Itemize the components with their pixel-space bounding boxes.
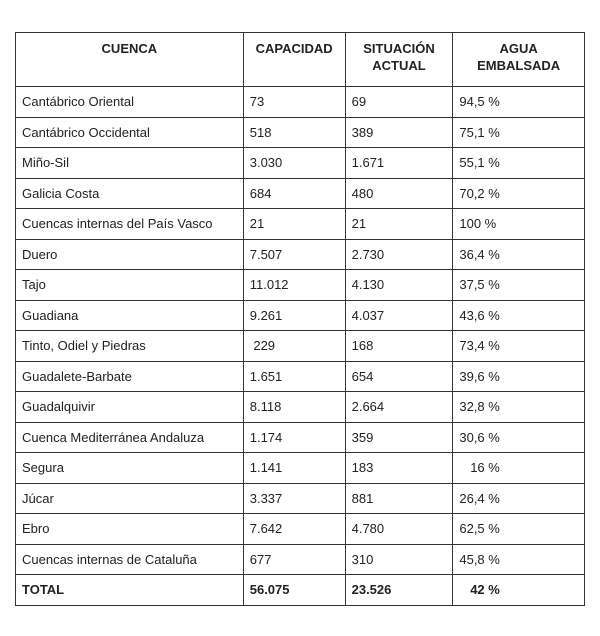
cuenca-cell: Galicia Costa (15, 177, 244, 209)
table-row: Duero 7.507 2.730 36,4 % (15, 238, 585, 270)
capacidad-cell: 56.075 (242, 574, 346, 606)
header-situacion-actual: SITUACIÓN ACTUAL (344, 32, 454, 87)
agua-embalsada-cell: 32,8 % (452, 391, 585, 423)
capacidad-cell: 7.507 (242, 238, 346, 270)
header-cuenca: CUENCA (15, 32, 244, 87)
agua-embalsada-cell: 16 % (452, 452, 585, 484)
agua-embalsada-cell: 62,5 % (452, 513, 585, 545)
agua-embalsada-cell: 26,4 % (452, 482, 585, 514)
situacion-cell: 1.671 (344, 147, 454, 179)
reservoir-table: CUENCA CAPACIDAD SITUACIÓN ACTUAL AGUA E… (15, 32, 585, 606)
table-row: Guadiana 9.261 4.037 43,6 % (15, 299, 585, 331)
situacion-cell: 389 (344, 116, 454, 148)
cuenca-cell: Tajo (15, 269, 244, 301)
capacidad-cell: 73 (242, 86, 346, 118)
situacion-cell: 4.037 (344, 299, 454, 331)
capacidad-cell: 7.642 (242, 513, 346, 545)
agua-embalsada-cell: 45,8 % (452, 543, 585, 575)
capacidad-cell: 21 (242, 208, 346, 240)
agua-embalsada-cell: 94,5 % (452, 86, 585, 118)
situacion-cell: 4.130 (344, 269, 454, 301)
table-row: Cuenca Mediterránea Andaluza 1.174 359 30,6… (15, 421, 585, 453)
table-row: Ebro 7.642 4.780 62,5 % (15, 513, 585, 545)
agua-embalsada-cell: 36,4 % (452, 238, 585, 270)
agua-embalsada-cell: 75,1 % (452, 116, 585, 148)
table-row: Tinto, Odiel y Piedras 229 168 73,4 % (15, 330, 585, 362)
cuenca-cell: TOTAL (15, 574, 244, 606)
capacidad-cell: 3.337 (242, 482, 346, 514)
capacidad-cell: 1.174 (242, 421, 346, 453)
header-capacidad: CAPACIDAD (242, 32, 346, 87)
table-row: Cantábrico Oriental 73 69 94,5 % (15, 86, 585, 118)
cuenca-cell: Cuencas internas del País Vasco (15, 208, 244, 240)
capacidad-cell: 9.261 (242, 299, 346, 331)
situacion-cell: 2.730 (344, 238, 454, 270)
table-row: Cantábrico Occidental 518 389 75,1 % (15, 116, 585, 148)
situacion-cell: 881 (344, 482, 454, 514)
agua-embalsada-cell: 70,2 % (452, 177, 585, 209)
capacidad-cell: 8.118 (242, 391, 346, 423)
cuenca-cell: Guadalquivir (15, 391, 244, 423)
agua-embalsada-cell: 42 % (452, 574, 585, 606)
agua-embalsada-cell: 39,6 % (452, 360, 585, 392)
situacion-cell: 2.664 (344, 391, 454, 423)
cuenca-cell: Guadiana (15, 299, 244, 331)
cuenca-cell: Miño-Sil (15, 147, 244, 179)
agua-embalsada-cell: 30,6 % (452, 421, 585, 453)
capacidad-cell: 1.651 (242, 360, 346, 392)
situacion-cell: 654 (344, 360, 454, 392)
capacidad-cell: 518 (242, 116, 346, 148)
table-row: Miño-Sil 3.030 1.671 55,1 % (15, 147, 585, 179)
table-row: Guadalquivir 8.118 2.664 32,8 % (15, 391, 585, 423)
situacion-cell: 23.526 (344, 574, 454, 606)
agua-embalsada-cell: 100 % (452, 208, 585, 240)
capacidad-cell: 11.012 (242, 269, 346, 301)
capacidad-cell: 1.141 (242, 452, 346, 484)
situacion-cell: 21 (344, 208, 454, 240)
cuenca-cell: Tinto, Odiel y Piedras (15, 330, 244, 362)
table-row: Tajo 11.012 4.130 37,5 % (15, 269, 585, 301)
agua-embalsada-cell: 73,4 % (452, 330, 585, 362)
cuenca-cell: Júcar (15, 482, 244, 514)
agua-embalsada-cell: 43,6 % (452, 299, 585, 331)
table-row: Cuencas internas de Cataluña 677 310 45,8 % (15, 543, 585, 575)
total-row: TOTAL 56.075 23.526 42 % (15, 574, 585, 606)
cuenca-cell: Cantábrico Occidental (15, 116, 244, 148)
cuenca-cell: Segura (15, 452, 244, 484)
situacion-cell: 310 (344, 543, 454, 575)
table-row: Galicia Costa 684 480 70,2 % (15, 177, 585, 209)
cuenca-cell: Duero (15, 238, 244, 270)
header-row: CUENCA CAPACIDAD SITUACIÓN ACTUAL AGUA E… (15, 32, 585, 87)
table-row: Guadalete-Barbate 1.651 654 39,6 % (15, 360, 585, 392)
situacion-cell: 480 (344, 177, 454, 209)
situacion-cell: 69 (344, 86, 454, 118)
situacion-cell: 359 (344, 421, 454, 453)
table-row: Cuencas internas del País Vasco 21 21 100 % (15, 208, 585, 240)
capacidad-cell: 229 (242, 330, 346, 362)
situacion-cell: 4.780 (344, 513, 454, 545)
capacidad-cell: 3.030 (242, 147, 346, 179)
cuenca-cell: Cuencas internas de Cataluña (15, 543, 244, 575)
cuenca-cell: Cantábrico Oriental (15, 86, 244, 118)
table-row: Segura 1.141 183 16 % (15, 452, 585, 484)
capacidad-cell: 684 (242, 177, 346, 209)
cuenca-cell: Cuenca Mediterránea Andaluza (15, 421, 244, 453)
agua-embalsada-cell: 37,5 % (452, 269, 585, 301)
table-row: Júcar 3.337 881 26,4 % (15, 482, 585, 514)
situacion-cell: 183 (344, 452, 454, 484)
cuenca-cell: Guadalete-Barbate (15, 360, 244, 392)
cuenca-cell: Ebro (15, 513, 244, 545)
capacidad-cell: 677 (242, 543, 346, 575)
situacion-cell: 168 (344, 330, 454, 362)
header-agua-embalsada: AGUA EMBALSADA (452, 32, 585, 87)
agua-embalsada-cell: 55,1 % (452, 147, 585, 179)
